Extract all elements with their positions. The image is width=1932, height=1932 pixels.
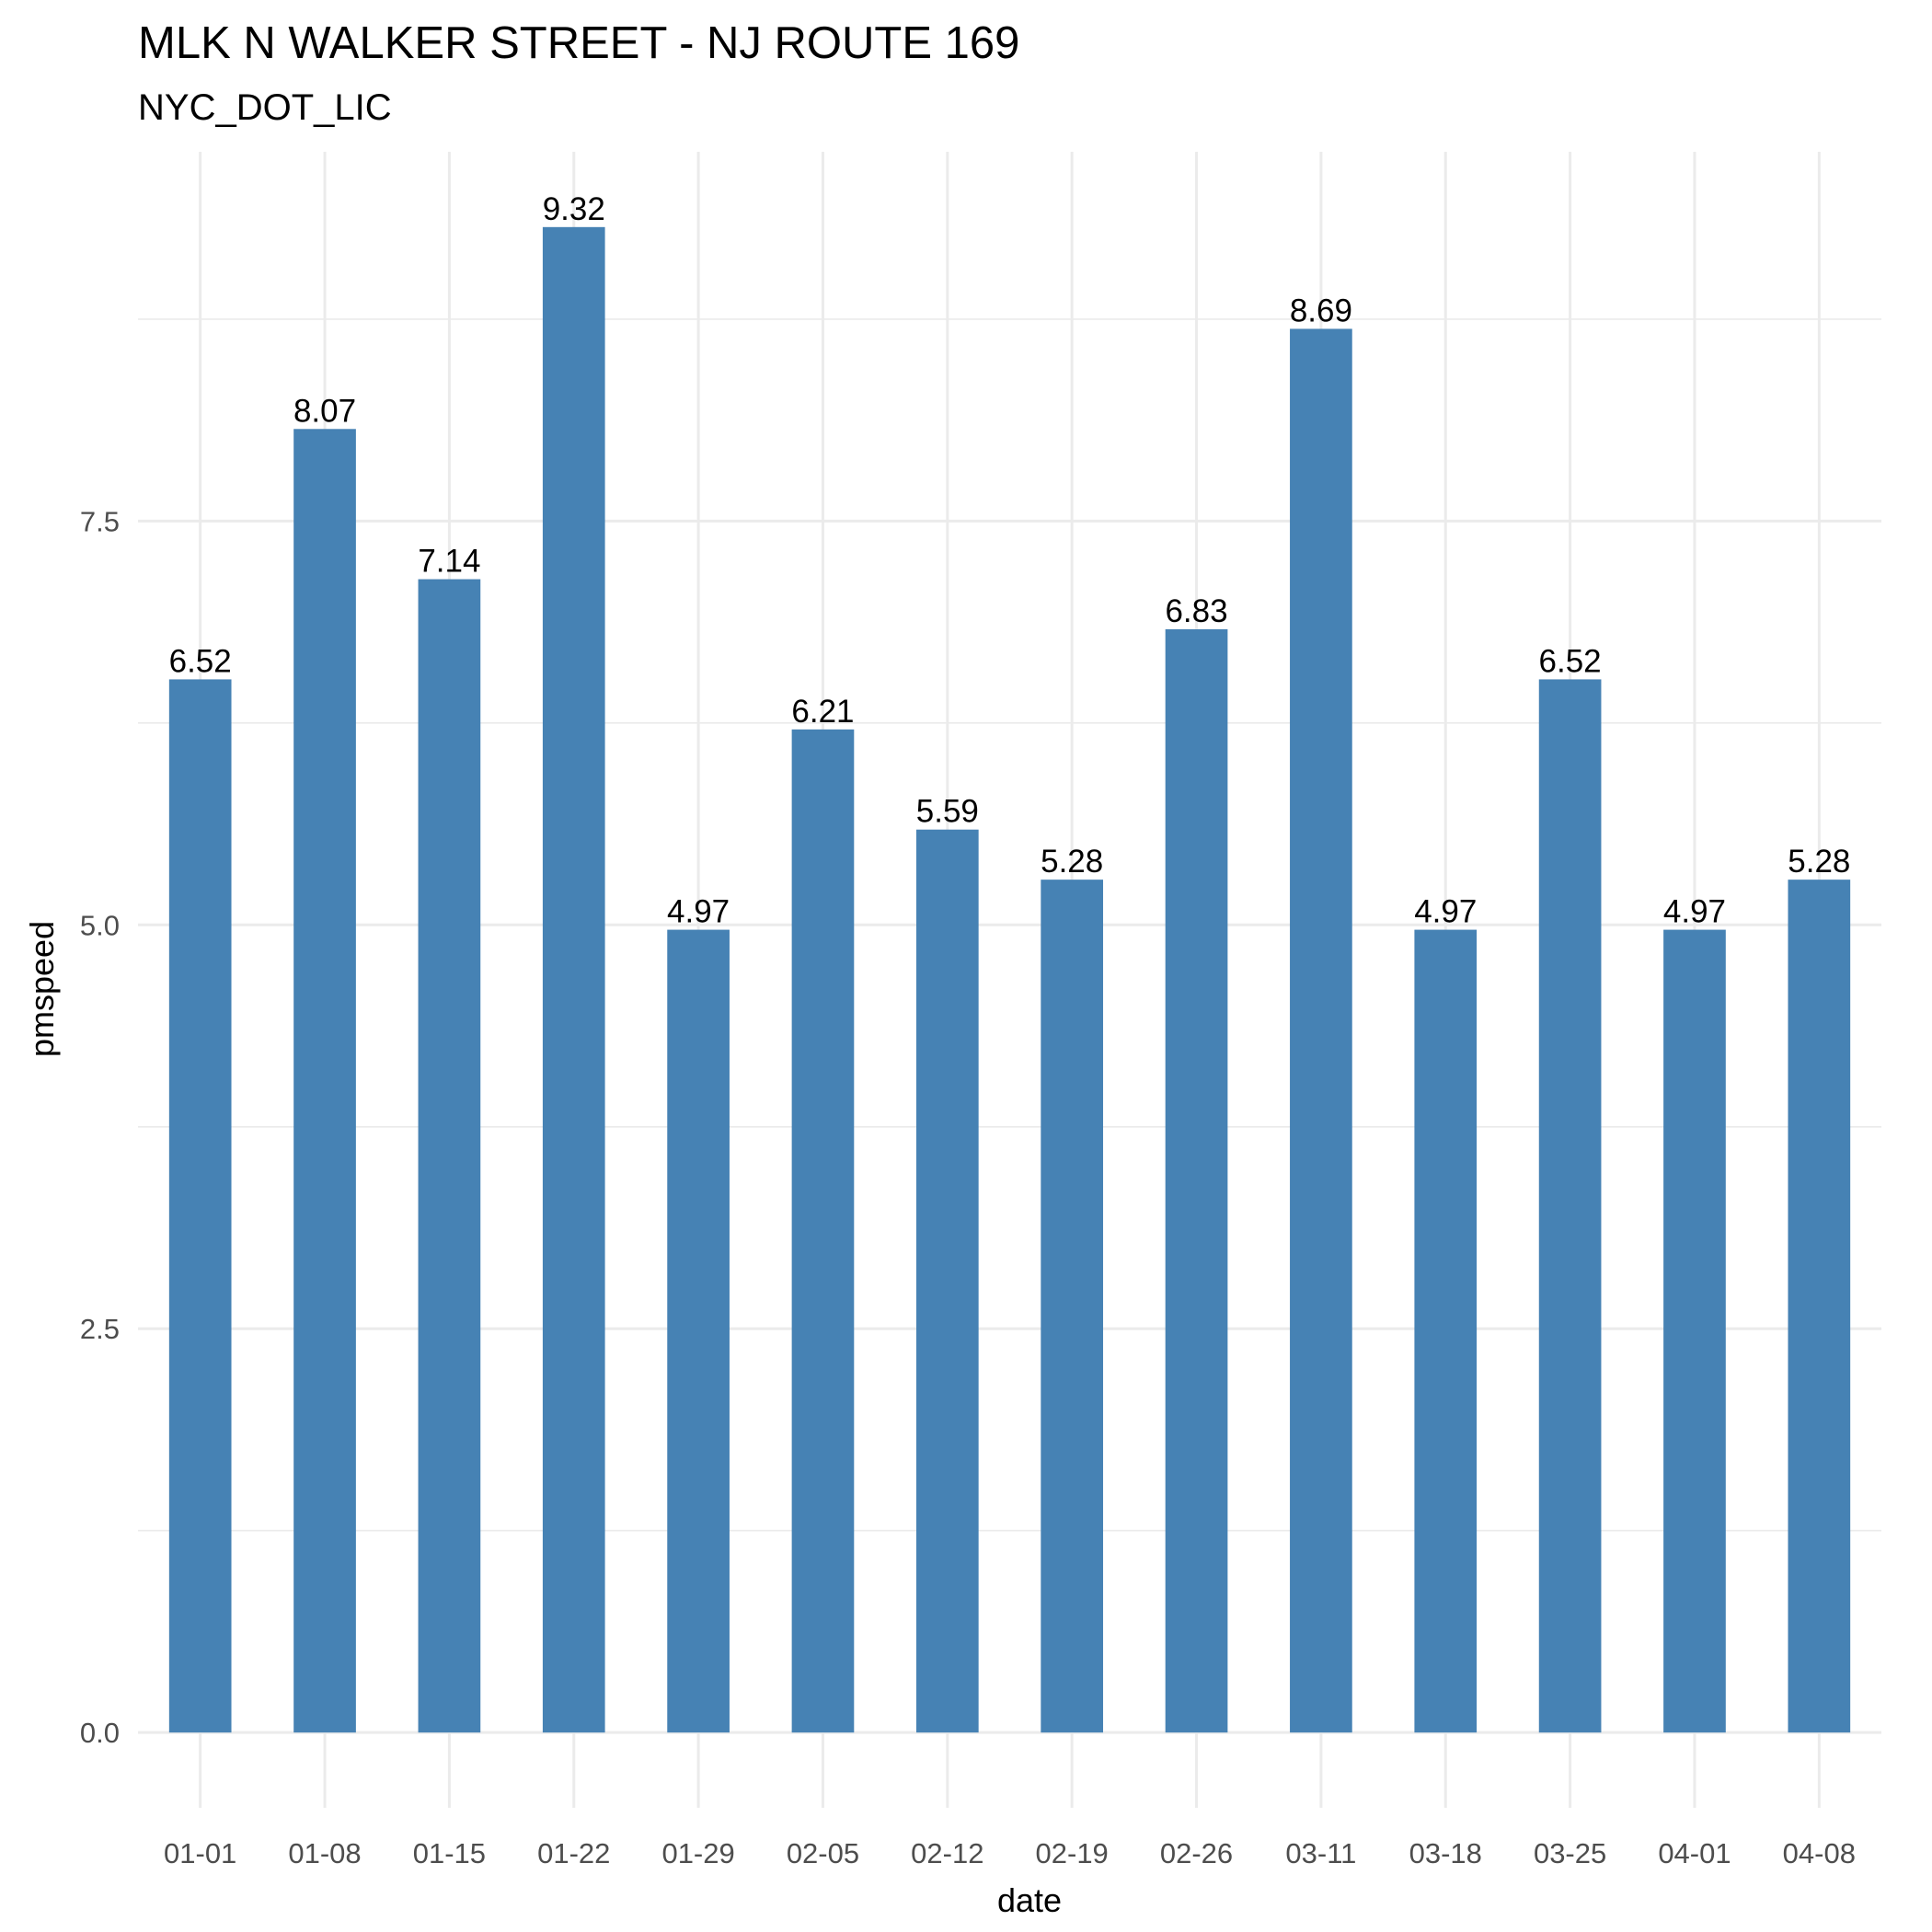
bar [1041,880,1104,1733]
x-tick-label: 04-01 [1658,1837,1731,1869]
y-tick-label: 0.0 [80,1717,120,1749]
data-label: 6.52 [1539,643,1602,679]
bar [1165,629,1228,1733]
bar [418,579,481,1733]
x-tick-label: 03-11 [1285,1837,1356,1869]
data-label: 6.52 [169,643,232,679]
bars [168,226,1851,1733]
bar [667,929,730,1733]
data-label: 5.59 [916,794,979,830]
data-label: 6.83 [1165,593,1227,629]
data-labels: 6.52 8.07 7.14 9.32 4.97 6.21 5.59 5.28 6.83 8.69… [169,191,1851,930]
chart-title: MLK N WALKER STREET - NJ ROUTE 169 [138,18,1019,68]
x-tick-label: 02-12 [911,1837,983,1869]
x-axis-title: date [997,1881,1062,1919]
x-tick-label: 03-25 [1534,1837,1606,1869]
x-tick-label: 02-26 [1160,1837,1233,1869]
bar [1663,929,1726,1733]
grid [138,152,1881,1808]
data-label: 5.28 [1041,844,1103,880]
chart-subtitle: NYC_DOT_LIC [138,87,392,128]
y-tick-label: 5.0 [80,909,120,941]
y-axis-ticks: 0.0 2.5 5.0 7.5 [80,505,120,1749]
x-tick-label: 01-29 [661,1837,734,1869]
x-tick-label: 01-08 [288,1837,361,1869]
bar [168,679,232,1733]
bar [293,429,356,1733]
x-tick-label: 04-08 [1783,1837,1856,1869]
y-tick-label: 2.5 [80,1313,120,1345]
bar [1788,880,1851,1733]
data-label: 9.32 [543,191,605,227]
data-label: 4.97 [1663,894,1726,930]
x-tick-label: 01-15 [413,1837,486,1869]
y-axis-title: pmspeed [23,921,61,1057]
bar [1414,929,1478,1733]
data-label: 7.14 [418,544,480,580]
data-label: 5.28 [1788,844,1850,880]
bar [542,226,605,1733]
data-label: 8.07 [293,393,356,429]
data-label: 4.97 [1414,894,1477,930]
bar [1290,328,1352,1733]
data-label: 4.97 [667,894,730,930]
data-label: 6.21 [791,694,854,730]
x-tick-label: 02-05 [787,1837,859,1869]
x-tick-label: 03-18 [1409,1837,1482,1869]
x-tick-label: 02-19 [1036,1837,1109,1869]
x-axis-ticks: 01-01 01-08 01-15 01-22 01-29 02-05 02-12 02-19… [164,1837,1856,1869]
data-label: 8.69 [1290,293,1352,328]
bar [791,729,855,1733]
x-tick-label: 01-01 [164,1837,236,1869]
bar [1538,679,1602,1733]
bar [915,829,979,1733]
y-tick-label: 7.5 [80,505,120,537]
x-tick-label: 01-22 [537,1837,610,1869]
